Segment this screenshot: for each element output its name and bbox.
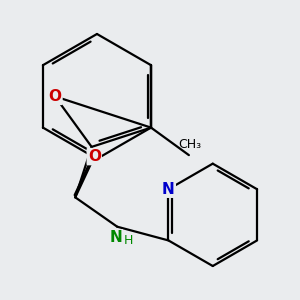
Text: N: N bbox=[162, 182, 175, 197]
Text: O: O bbox=[49, 89, 62, 104]
Text: H: H bbox=[124, 234, 133, 247]
Text: N: N bbox=[110, 230, 122, 245]
Text: O: O bbox=[88, 149, 101, 164]
Text: CH₃: CH₃ bbox=[178, 138, 202, 152]
